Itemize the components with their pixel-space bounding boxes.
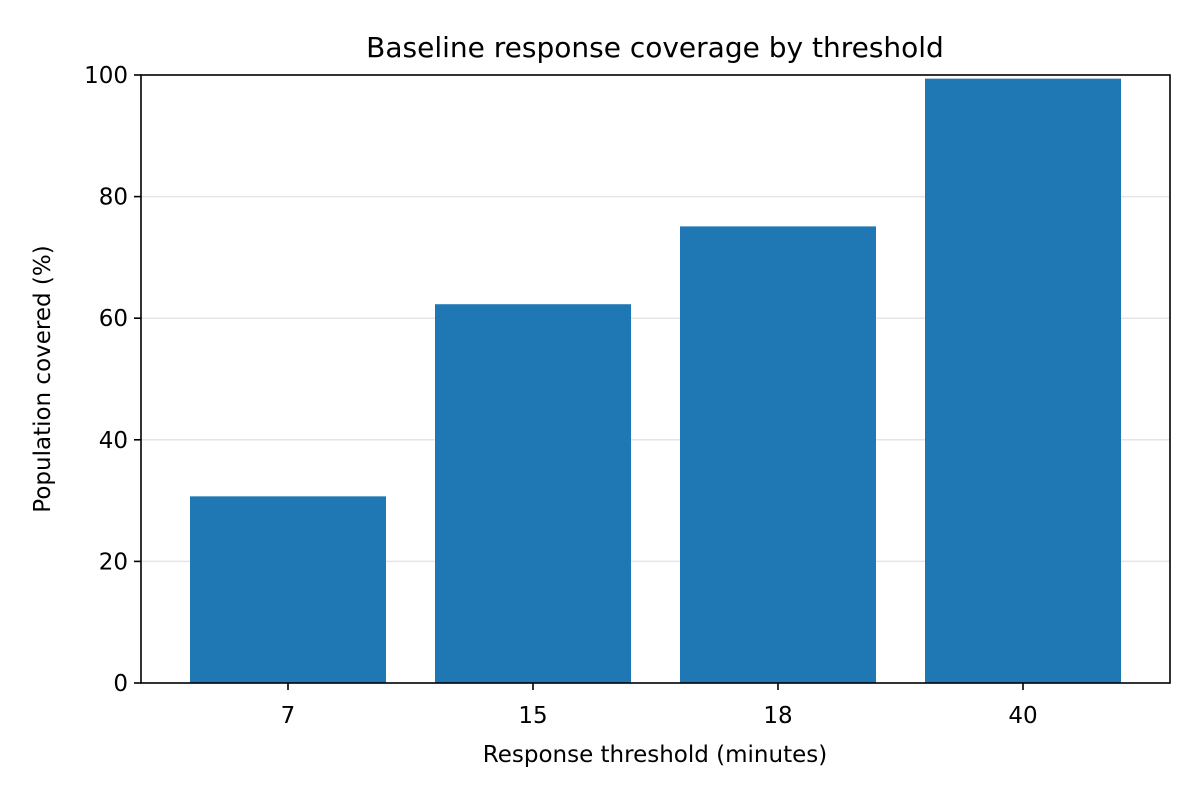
bar [435,304,631,683]
y-tick-label: 40 [99,428,128,454]
x-tick-label: 40 [1008,703,1037,729]
y-tick-label: 100 [84,63,128,89]
x-tick-label: 7 [281,703,296,729]
y-tick-label: 80 [99,185,128,211]
x-axis-label: Response threshold (minutes) [483,742,827,768]
axes: 0 20 40 60 80 100 7 15 18 40 [84,63,1038,729]
bars [190,78,1121,683]
bar [680,226,876,683]
y-tick-label: 60 [99,306,128,332]
plot-frame [140,74,1171,684]
bar [925,78,1121,683]
y-axis-label: Population covered (%) [30,245,56,512]
bar [190,496,386,683]
y-tick-label: 0 [113,671,128,697]
chart-title: Baseline response coverage by threshold [366,31,944,64]
x-tick-label: 15 [518,703,547,729]
y-tick-label: 20 [99,549,128,575]
x-tick-label: 18 [763,703,792,729]
